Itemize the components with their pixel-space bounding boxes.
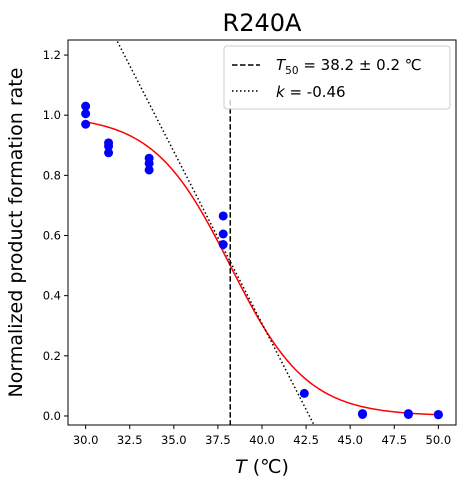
x-tick-label: 37.5 bbox=[205, 433, 231, 447]
data-point bbox=[403, 409, 413, 419]
data-point bbox=[218, 240, 228, 250]
x-axis-title: T (℃) bbox=[235, 456, 289, 478]
y-tick-label: 0.8 bbox=[43, 168, 61, 182]
plot-area bbox=[81, 41, 443, 425]
x-tick-label: 42.5 bbox=[293, 433, 319, 447]
data-point bbox=[218, 229, 228, 239]
legend-label-slope: k = -0.46 bbox=[276, 83, 346, 101]
data-point bbox=[218, 211, 228, 221]
data-point bbox=[144, 158, 154, 168]
data-point bbox=[81, 109, 91, 119]
legend-label-t50: T50 = 38.2 ± 0.2 ℃ bbox=[276, 56, 422, 77]
x-tick-label: 47.5 bbox=[381, 433, 407, 447]
y-tick-label: 0.6 bbox=[43, 229, 61, 243]
data-point bbox=[433, 410, 443, 420]
x-tick-label: 50.0 bbox=[426, 433, 452, 447]
x-tick-label: 35.0 bbox=[161, 433, 187, 447]
chart-title: R240A bbox=[223, 9, 302, 37]
y-axis: 0.0 0.2 0.4 0.6 0.8 1.0 1.2 bbox=[43, 48, 68, 423]
x-tick-label: 45.0 bbox=[337, 433, 363, 447]
y-tick-label: 0.2 bbox=[43, 349, 61, 363]
data-point bbox=[104, 141, 114, 151]
fit-curve bbox=[85, 121, 439, 416]
y-tick-label: 0.4 bbox=[43, 289, 61, 303]
data-point bbox=[299, 388, 309, 398]
legend: T50 = 38.2 ± 0.2 ℃ k = -0.46 bbox=[223, 45, 451, 110]
x-tick-label: 40.0 bbox=[249, 433, 275, 447]
y-tick-label: 1.0 bbox=[43, 108, 61, 122]
y-tick-label: 0.0 bbox=[43, 409, 61, 423]
legend-box bbox=[223, 45, 451, 110]
y-axis-title: Normalized product formation rate bbox=[5, 68, 27, 398]
data-point bbox=[358, 409, 368, 419]
data-point bbox=[144, 165, 154, 175]
data-point bbox=[104, 148, 114, 158]
data-point bbox=[81, 119, 91, 129]
x-tick-label: 30.0 bbox=[73, 433, 99, 447]
x-tick-label: 32.5 bbox=[117, 433, 143, 447]
data-point bbox=[81, 101, 91, 111]
y-tick-label: 1.2 bbox=[43, 48, 61, 62]
x-axis: 30.0 32.5 35.0 37.5 40.0 42.5 45.0 47.5 50.0 bbox=[73, 425, 451, 447]
